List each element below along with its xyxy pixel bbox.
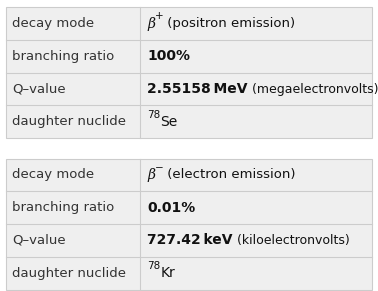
Text: (kiloelectronvolts): (kiloelectronvolts) <box>232 234 349 247</box>
Text: (positron emission): (positron emission) <box>163 17 296 30</box>
Text: −: − <box>155 163 163 173</box>
Text: +: + <box>155 11 163 22</box>
Text: branching ratio: branching ratio <box>12 201 115 214</box>
Text: Kr: Kr <box>160 266 175 280</box>
Text: β: β <box>147 168 155 182</box>
Text: Q–value: Q–value <box>12 83 66 96</box>
Text: decay mode: decay mode <box>12 17 94 30</box>
Text: 0.01%: 0.01% <box>147 201 195 215</box>
Text: branching ratio: branching ratio <box>12 50 115 63</box>
Text: decay mode: decay mode <box>12 168 94 182</box>
Text: 78: 78 <box>147 261 160 271</box>
Text: (electron emission): (electron emission) <box>163 168 296 182</box>
Text: daughter nuclide: daughter nuclide <box>12 267 127 280</box>
Text: 78: 78 <box>147 110 160 120</box>
Text: (megaelectronvolts): (megaelectronvolts) <box>248 83 378 96</box>
Text: Se: Se <box>160 115 178 129</box>
Text: daughter nuclide: daughter nuclide <box>12 115 127 128</box>
Text: Q–value: Q–value <box>12 234 66 247</box>
Text: 2.55158 MeV: 2.55158 MeV <box>147 82 248 96</box>
Bar <box>6 7 372 138</box>
Text: 727.42 keV: 727.42 keV <box>147 233 232 247</box>
Bar <box>6 159 372 290</box>
Text: 100%: 100% <box>147 49 190 63</box>
Text: β: β <box>147 17 155 31</box>
